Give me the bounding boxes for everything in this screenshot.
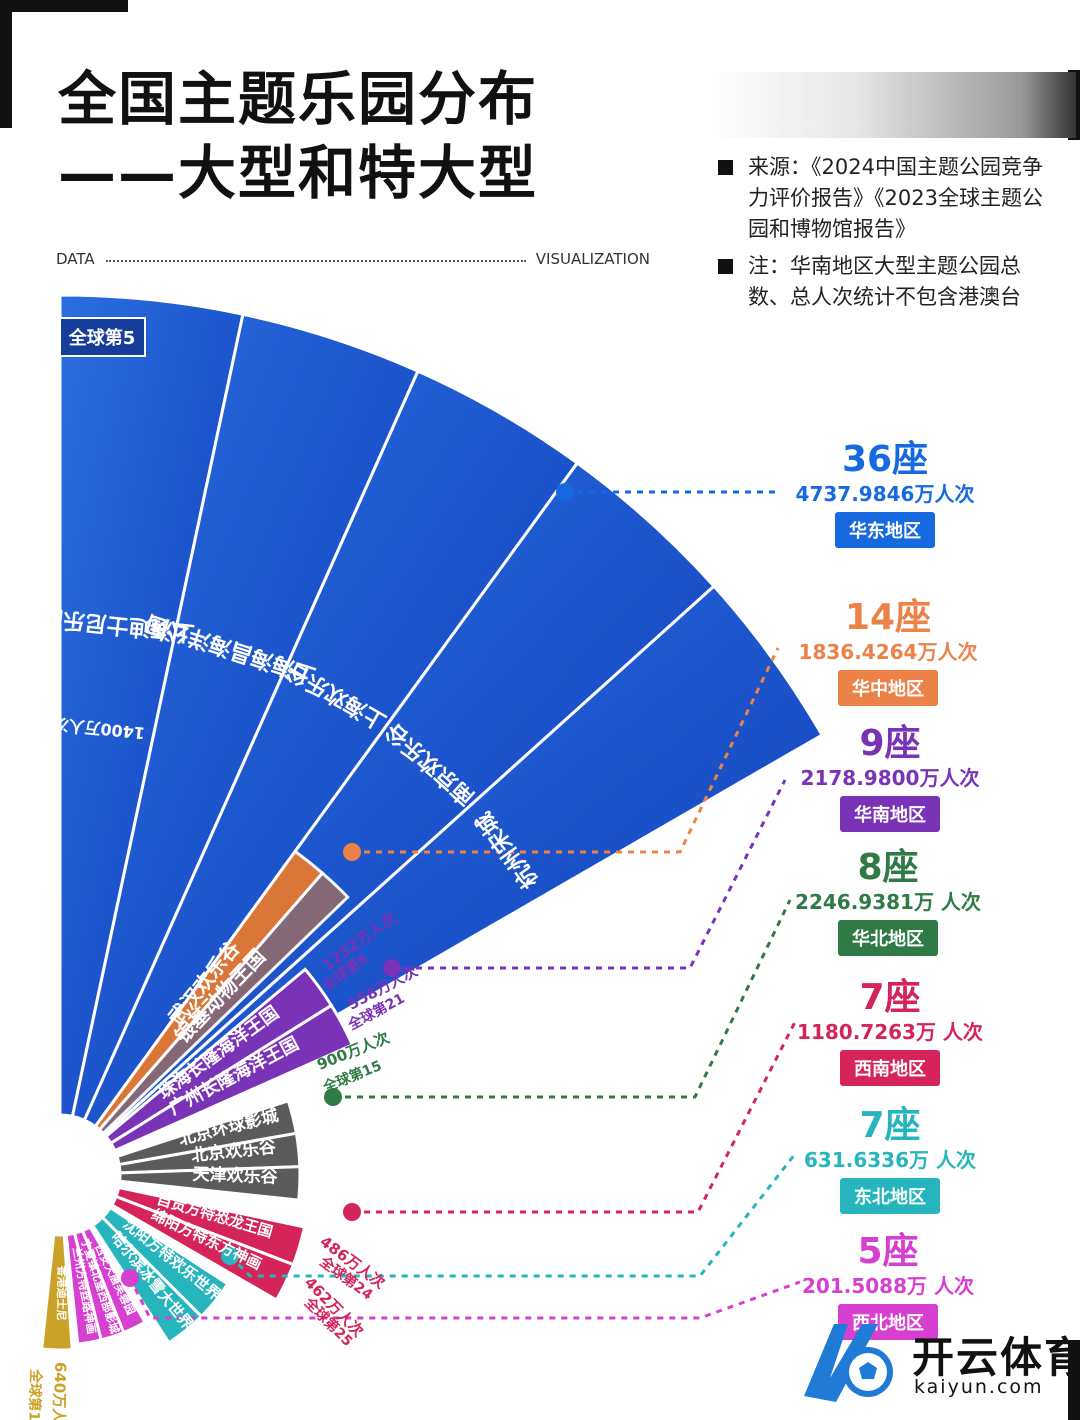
wedge-northwest-park: [64, 1231, 103, 1346]
connector-south-dot: [383, 959, 401, 977]
region-card-north: 8座 2246.9381万 人次 华北地区: [768, 848, 1008, 956]
brand-name: 开云体育: [912, 1333, 1080, 1382]
label-hk-visits: 640万人次: [49, 1362, 70, 1420]
connector-northwest: [128, 1277, 801, 1320]
region-visits: 631.6336万 人次: [804, 1148, 976, 1172]
region-count: 14座: [844, 597, 932, 638]
region-visits: 2246.9381万 人次: [795, 890, 981, 914]
region-card-southwest: 7座 1180.7263万 人次 西南地区: [770, 978, 1010, 1086]
source-text: 来源：《2024中国主题公园竞争力评价报告》《2023全球主题公园和博物馆报告》: [748, 155, 1043, 241]
connector-southwest-dot: [343, 1203, 361, 1221]
frame-edge: [1068, 1340, 1080, 1420]
wedge-south-park: [108, 1003, 355, 1153]
region-badge: 华东地区: [835, 512, 935, 548]
title-line-2: ——大型和特大型: [58, 139, 539, 207]
connector-central: [352, 647, 780, 854]
source-note: 来源：《2024中国主题公园竞争力评价报告》《2023全球主题公园和博物馆报告》: [718, 152, 1048, 245]
connector-lines: [121, 483, 801, 1320]
connector-northeast-dot: [221, 1247, 239, 1265]
region-visits: 201.5088万 人次: [802, 1274, 974, 1298]
connector-south: [392, 779, 787, 970]
wedge-east-park: [58, 293, 245, 1119]
bullet-square-icon: [718, 259, 733, 274]
wedge-central-park: [97, 870, 350, 1136]
wedge-north-park: [118, 1165, 302, 1202]
wedge-east-park: [82, 369, 580, 1129]
region-count: 5座: [857, 1231, 919, 1272]
soccer-ball-icon: [804, 1324, 893, 1402]
connector-north-dot: [324, 1088, 342, 1106]
region-count: 7座: [859, 1105, 921, 1146]
visualization-tag: VISUALIZATION: [535, 250, 650, 268]
connector-northwest-dot: [121, 1269, 139, 1287]
wedge-northeast-park: [90, 1215, 204, 1345]
region-count: 9座: [859, 723, 921, 764]
connector-northeast: [228, 1153, 797, 1278]
region-visits: 1180.7263万 人次: [797, 1020, 983, 1044]
connector-north: [333, 899, 792, 1099]
source-notes: 来源：《2024中国主题公园竞争力评价报告》《2023全球主题公园和博物馆报告》…: [718, 152, 1048, 319]
region-count: 36座: [841, 439, 929, 480]
data-tag: DATA: [56, 250, 95, 268]
region-badge: 华中地区: [838, 670, 938, 706]
region-card-central: 14座 1836.4264万人次 华中地区: [768, 598, 1008, 706]
region-count: 7座: [859, 977, 921, 1018]
fan-wedges: [40, 293, 825, 1352]
label-hk-rank: 全球第17: [25, 1368, 44, 1420]
region-visits: 4737.9846万人次: [795, 482, 975, 506]
region-card-south: 9座 2178.9800万人次 华南地区: [770, 724, 1010, 832]
brand-url: kaiyun.com: [914, 1376, 1044, 1398]
label-hk-park: 香港迪士尼: [54, 1264, 69, 1320]
region-card-northeast: 7座 631.6336万 人次 东北地区: [770, 1106, 1010, 1214]
rank-badge-east: [59, 317, 146, 357]
region-badge: 东北地区: [840, 1178, 940, 1214]
blurred-banner: [710, 72, 1076, 138]
region-badge: 华南地区: [840, 796, 940, 832]
bullet-square-icon: [718, 160, 733, 175]
region-count: 8座: [857, 847, 919, 888]
label-north-park: 天津欢乐谷: [192, 1164, 279, 1188]
wedge-hk-park: [40, 1233, 74, 1352]
region-visits: 1836.4264万人次: [798, 640, 978, 664]
wedge-east-park: [70, 312, 420, 1123]
region-card-east: 36座 4737.9846万人次 华东地区: [765, 440, 1005, 548]
connector-east-dot: [556, 483, 574, 501]
region-visits: 2178.9800万人次: [800, 766, 980, 790]
label-east-rank: 全球第5: [68, 327, 136, 349]
region-badge: 西南地区: [840, 1050, 940, 1086]
page-title: 全国主题乐园分布 ——大型和特大型: [58, 62, 538, 210]
region-badge: 华北地区: [838, 920, 938, 956]
remark-text: 注：华南地区大型主题公园总数、总人次统计不包含港澳台: [748, 254, 1021, 309]
connector-southwest: [352, 1021, 797, 1214]
connector-central-dot: [343, 843, 361, 861]
dotted-divider: [106, 260, 526, 262]
remark-note: 注：华南地区大型主题公园总数、总人次统计不包含港澳台: [718, 251, 1048, 313]
title-line-1: 全国主题乐园分布: [58, 65, 539, 133]
